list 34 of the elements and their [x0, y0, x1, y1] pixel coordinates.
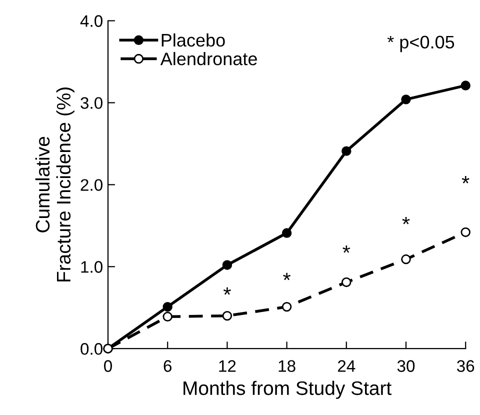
point — [460, 227, 470, 238]
y-tick-label: 1.0 — [81, 261, 102, 273]
legend-label: Alendronate — [160, 52, 257, 66]
legend-label: Placebo — [162, 33, 225, 47]
point — [162, 302, 172, 312]
point — [460, 80, 470, 90]
annotation: * — [283, 272, 291, 280]
x-tick-label: 6 — [164, 360, 172, 372]
point — [342, 146, 352, 156]
point — [401, 254, 411, 264]
annotation: * — [223, 287, 231, 295]
x-tick-label: 36 — [456, 360, 474, 372]
annotation: * — [462, 176, 470, 184]
y-tick-label: 2.0 — [80, 179, 102, 191]
annotation: * p<0.05 — [387, 36, 454, 52]
y-tick-label: 0.0 — [80, 343, 102, 355]
x-tick-label: 12 — [219, 360, 236, 372]
x-tick-label: 24 — [338, 360, 356, 372]
point — [222, 260, 232, 270]
x-tick-label: 30 — [397, 360, 415, 372]
point — [222, 310, 232, 321]
y-axis-title: Cumulative Fracture Incidence (%) — [35, 88, 74, 282]
point — [401, 94, 411, 104]
x-axis-title: Months from Study Start — [184, 380, 392, 399]
y-tick-label: 4.0 — [80, 15, 102, 27]
annotation: * — [402, 216, 410, 224]
point — [162, 312, 172, 322]
x-tick-label: 18 — [278, 360, 296, 372]
x-tick-label: 0 — [104, 360, 112, 372]
point — [282, 228, 292, 238]
point — [282, 302, 292, 312]
annotation: * — [342, 245, 350, 253]
y-tick-label: 3.0 — [80, 97, 102, 109]
point — [342, 277, 352, 288]
